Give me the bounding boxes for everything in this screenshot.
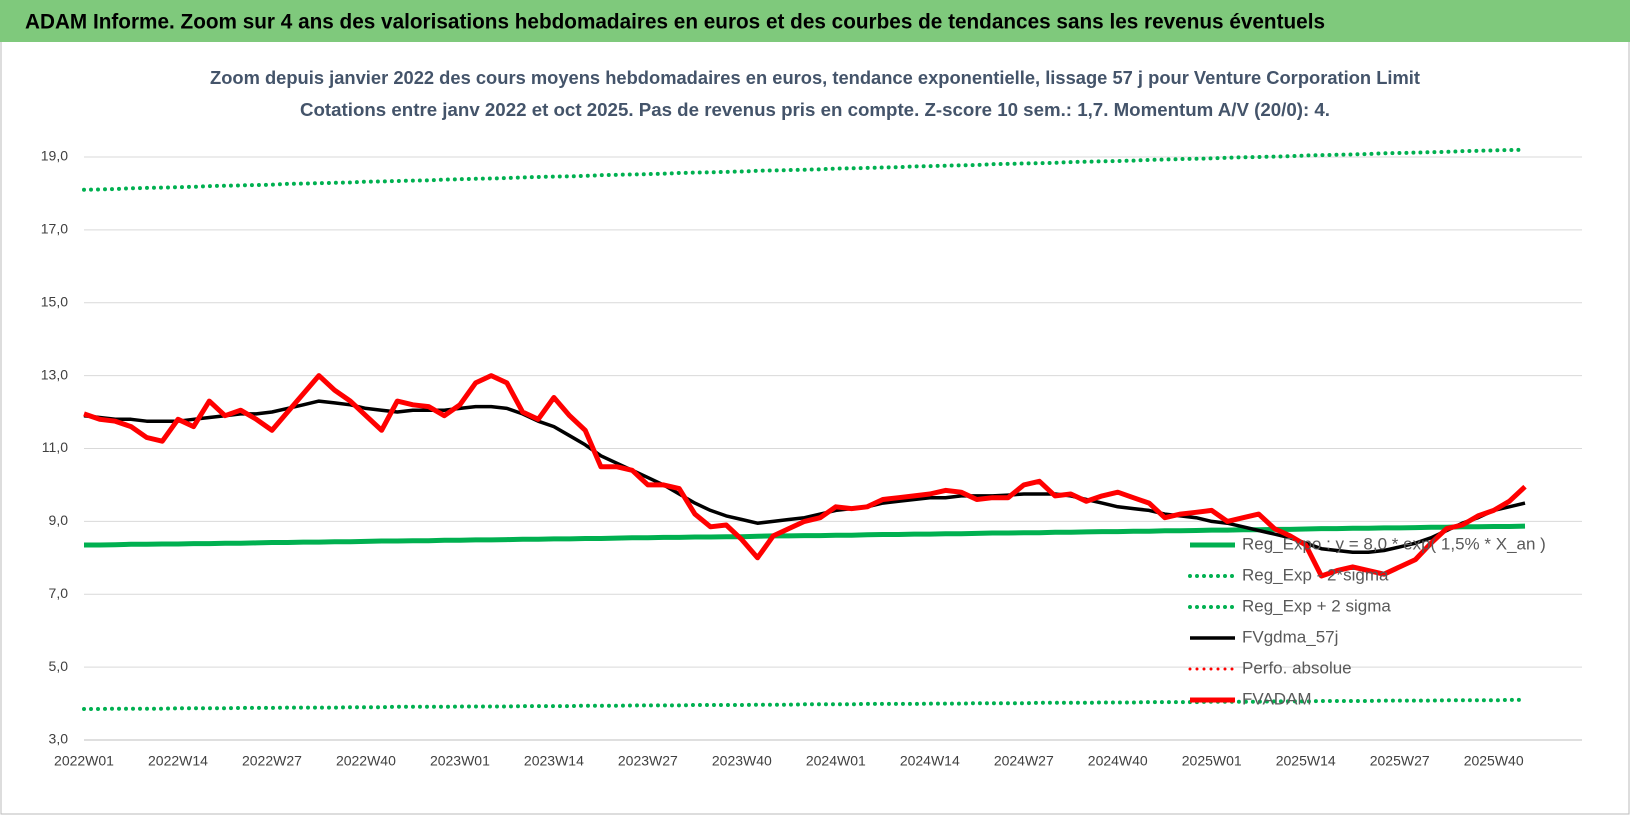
- legend-label: Reg_Exp - 2*sigma: [1242, 565, 1389, 584]
- y-tick-label: 11,0: [42, 439, 68, 455]
- x-tick-label: 2024W40: [1088, 753, 1148, 769]
- x-tick-label: 2023W14: [524, 753, 584, 769]
- legend-label: Reg_Exp + 2 sigma: [1242, 596, 1391, 615]
- x-tick-label: 2025W01: [1182, 753, 1242, 769]
- legend-label: Reg_Expo : y = 8,0 * exp( 1,5% * X_an ): [1242, 534, 1546, 553]
- x-tick-label: 2023W27: [618, 753, 678, 769]
- x-tick-label: 2022W14: [148, 753, 208, 769]
- y-tick-label: 9,0: [49, 512, 69, 528]
- x-tick-label: 2024W01: [806, 753, 866, 769]
- x-tick-label: 2022W40: [336, 753, 396, 769]
- legend-label: Perfo. absolue: [1242, 658, 1352, 677]
- chart-title: Zoom depuis janvier 2022 des cours moyen…: [210, 68, 1420, 88]
- x-tick-label: 2025W40: [1464, 753, 1524, 769]
- y-tick-label: 3,0: [49, 731, 69, 747]
- x-tick-label: 2025W27: [1370, 753, 1430, 769]
- x-tick-label: 2025W14: [1276, 753, 1336, 769]
- page-title: ADAM Informe. Zoom sur 4 ans des valoris…: [25, 11, 1325, 34]
- y-tick-label: 13,0: [41, 366, 68, 382]
- chart-subtitle: Cotations entre janv 2022 et oct 2025. P…: [300, 100, 1330, 120]
- x-tick-label: 2023W40: [712, 753, 772, 769]
- y-tick-label: 5,0: [49, 658, 69, 674]
- y-tick-label: 19,0: [41, 148, 68, 164]
- x-tick-label: 2024W27: [994, 753, 1054, 769]
- title-bar: [0, 0, 1630, 42]
- series-line: [83, 399, 1526, 555]
- series-line: [82, 697, 1527, 711]
- legend-label: FVgdma_57j: [1242, 627, 1338, 646]
- y-tick-label: 15,0: [41, 293, 68, 309]
- y-tick-label: 7,0: [49, 585, 69, 601]
- x-tick-label: 2022W27: [242, 753, 302, 769]
- x-tick-label: 2024W14: [900, 753, 960, 769]
- x-tick-label: 2022W01: [54, 753, 114, 769]
- x-tick-label: 2023W01: [430, 753, 490, 769]
- series-line: [83, 373, 1527, 579]
- y-tick-label: 17,0: [41, 221, 68, 237]
- legend-label: FVADAM: [1242, 689, 1312, 708]
- series-line: [82, 147, 1527, 192]
- series-line: [84, 523, 1526, 548]
